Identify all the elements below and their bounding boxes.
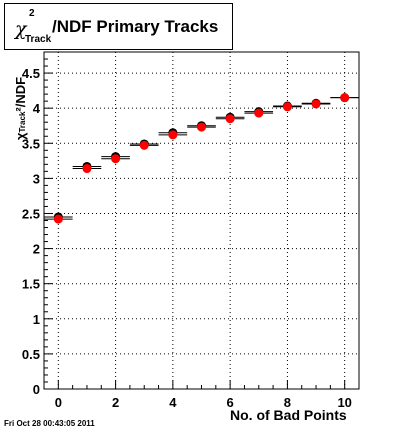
- red-data-point: [53, 214, 63, 224]
- y-tick-label: 1: [33, 312, 40, 327]
- x-tick-label: 0: [55, 395, 62, 410]
- y-tick-label: 4: [33, 101, 41, 116]
- red-data-point: [254, 108, 264, 118]
- chart-title: /NDF Primary Tracks: [52, 17, 219, 36]
- red-data-point: [82, 164, 92, 174]
- x-tick-label: 6: [227, 395, 234, 410]
- y-tick-label: 2: [33, 242, 40, 257]
- red-data-point: [168, 130, 178, 140]
- x-tick-label: 2: [112, 395, 119, 410]
- y-tick-label: 4.5: [22, 66, 40, 81]
- red-data-point: [139, 140, 149, 150]
- red-data-point: [282, 102, 292, 112]
- y-tick-label: 0: [33, 382, 40, 397]
- y-tick-label: 3: [33, 171, 40, 186]
- chart-title-box: χ 2 Track /NDF Primary Tracks: [4, 3, 233, 50]
- data-points: [44, 93, 359, 224]
- y-tick-label: 3.5: [22, 136, 40, 151]
- title-superscript: 2: [29, 8, 35, 19]
- red-data-point: [311, 99, 321, 109]
- x-tick-label: 4: [169, 395, 177, 410]
- axis-ticks: 0 0.5 1 1.5 2 2.5 3 3.5 4 4.5 0 2 4 6 8 10: [22, 51, 352, 410]
- timestamp: Fri Oct 28 00:43:05 2011: [4, 419, 95, 428]
- x-tick-label: 10: [337, 395, 351, 410]
- title-subscript: Track: [25, 34, 52, 45]
- title-chi-symbol: χ: [15, 18, 27, 40]
- y-axis-label: χTrack²/NDF: [13, 76, 28, 140]
- red-data-point: [197, 122, 206, 132]
- x-axis-label: No. of Bad Points: [230, 407, 347, 423]
- y-tick-label: 0.5: [22, 347, 40, 362]
- y-tick-label: 1.5: [22, 277, 40, 292]
- red-data-point: [111, 154, 121, 164]
- x-tick-label: 8: [284, 395, 291, 410]
- red-data-point: [340, 93, 350, 103]
- red-data-point: [225, 114, 235, 124]
- y-tick-label: 2.5: [22, 206, 40, 221]
